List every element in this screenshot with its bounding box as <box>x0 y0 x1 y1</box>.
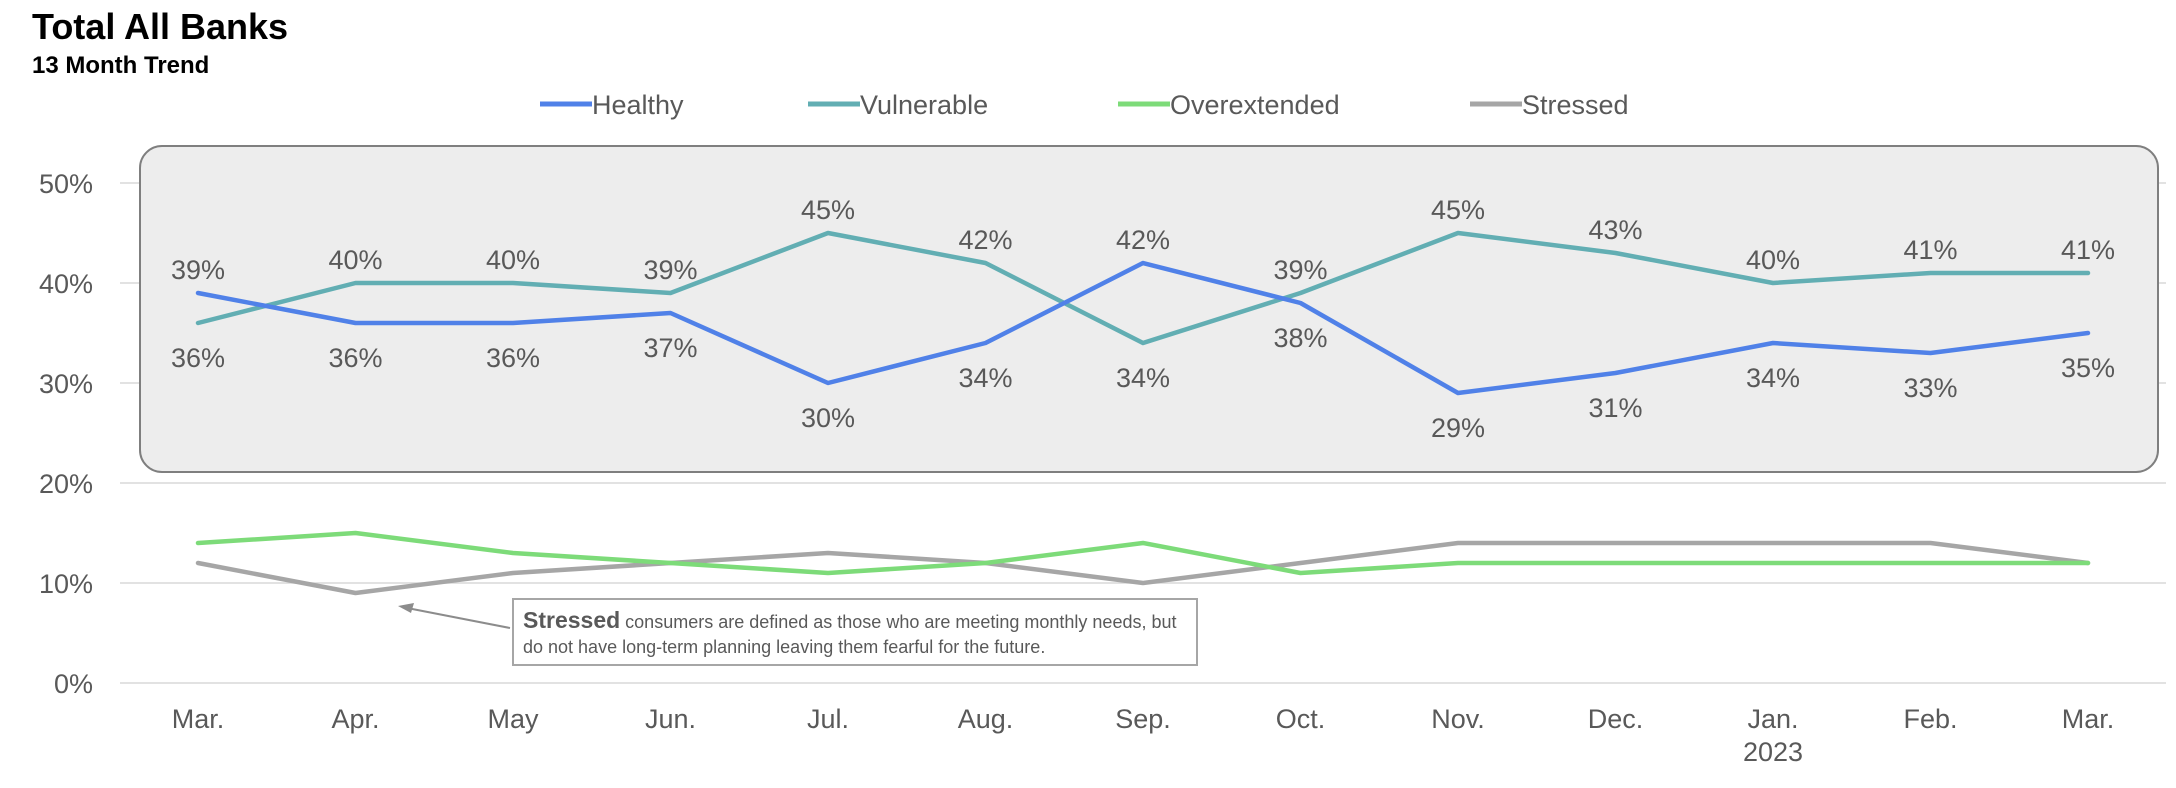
legend-label-overextended: Overextended <box>1170 90 1340 120</box>
x-tick-label: Dec. <box>1588 704 1644 734</box>
data-label: 36% <box>328 343 382 373</box>
x-tick-label: Jul. <box>807 704 849 734</box>
data-label: 45% <box>801 195 855 225</box>
x-tick-label: Apr. <box>331 704 379 734</box>
data-label: 30% <box>801 403 855 433</box>
series-line-healthy <box>195 260 2091 396</box>
data-label: 40% <box>486 245 540 275</box>
y-tick-label: 20% <box>39 469 93 499</box>
x-tick-label: Oct. <box>1276 704 1326 734</box>
y-tick-label: 10% <box>39 569 93 599</box>
data-label: 40% <box>328 245 382 275</box>
series-line-overextended <box>195 530 2091 576</box>
x-tick-label: Jan. <box>1747 704 1798 734</box>
x-tick-label: Mar. <box>2062 704 2115 734</box>
data-label: 33% <box>1903 373 1957 403</box>
legend: Healthy Vulnerable Overextended Stressed <box>540 90 1629 120</box>
data-label: 42% <box>958 225 1012 255</box>
chart-subtitle: 13 Month Trend <box>32 52 210 79</box>
data-label: 29% <box>1431 413 1485 443</box>
chart-title: Total All Banks <box>32 6 289 47</box>
x-tick-label: Aug. <box>958 704 1014 734</box>
x-tick-sublabel: 2023 <box>1743 737 1803 767</box>
annotation-text: consumers are defined as those who are m… <box>523 612 1177 657</box>
highlight-region <box>139 145 2159 473</box>
y-tick-label: 40% <box>39 269 93 299</box>
data-label: 41% <box>2061 235 2115 265</box>
annotation-arrowhead <box>398 603 414 613</box>
data-label: 35% <box>2061 353 2115 383</box>
x-tick-label: May <box>487 704 539 734</box>
legend-label-vulnerable: Vulnerable <box>860 90 988 120</box>
stressed-annotation: Stressed consumers are defined as those … <box>512 598 1198 666</box>
y-tick-label: 30% <box>39 369 93 399</box>
data-label: 40% <box>1746 245 1800 275</box>
series-line-vulnerable <box>195 230 2091 346</box>
x-tick-label: Mar. <box>172 704 225 734</box>
data-label: 39% <box>171 255 225 285</box>
x-tick-label: Jun. <box>645 704 696 734</box>
x-tick-label: Feb. <box>1903 704 1957 734</box>
y-tick-label: 0% <box>54 669 93 699</box>
series-lines <box>195 230 2091 596</box>
y-tick-label: 50% <box>39 169 93 199</box>
legend-label-healthy: Healthy <box>592 90 684 120</box>
data-label: 37% <box>643 333 697 363</box>
data-label: 36% <box>171 343 225 373</box>
legend-label-stressed: Stressed <box>1522 90 1629 120</box>
data-label: 42% <box>1116 225 1170 255</box>
x-tick-label: Nov. <box>1431 704 1485 734</box>
series-line-stressed <box>195 540 2091 596</box>
x-axis-ticks: Mar. Apr. May Jun. Jul. Aug. Sep. Oct. Nov. Dec. J… <box>172 704 2115 767</box>
data-label: 39% <box>643 255 697 285</box>
data-label: 31% <box>1588 393 1642 423</box>
data-label: 34% <box>958 363 1012 393</box>
data-label: 45% <box>1431 195 1485 225</box>
data-label: 36% <box>486 343 540 373</box>
data-labels: 39% 40% 40% 39% 45% 42% 42% 39% 45% 43% 40% 41% 41% 3… <box>171 195 2115 443</box>
data-label: 39% <box>1273 255 1327 285</box>
data-label: 43% <box>1588 215 1642 245</box>
x-tick-label: Sep. <box>1115 704 1171 734</box>
data-label: 34% <box>1746 363 1800 393</box>
annotation-arrow <box>401 606 511 629</box>
data-label: 38% <box>1273 323 1327 353</box>
data-label: 41% <box>1903 235 1957 265</box>
y-axis-ticks: 0% 10% 20% 30% 40% 50% <box>39 169 93 699</box>
data-label: 34% <box>1116 363 1170 393</box>
annotation-bold: Stressed <box>523 607 621 633</box>
